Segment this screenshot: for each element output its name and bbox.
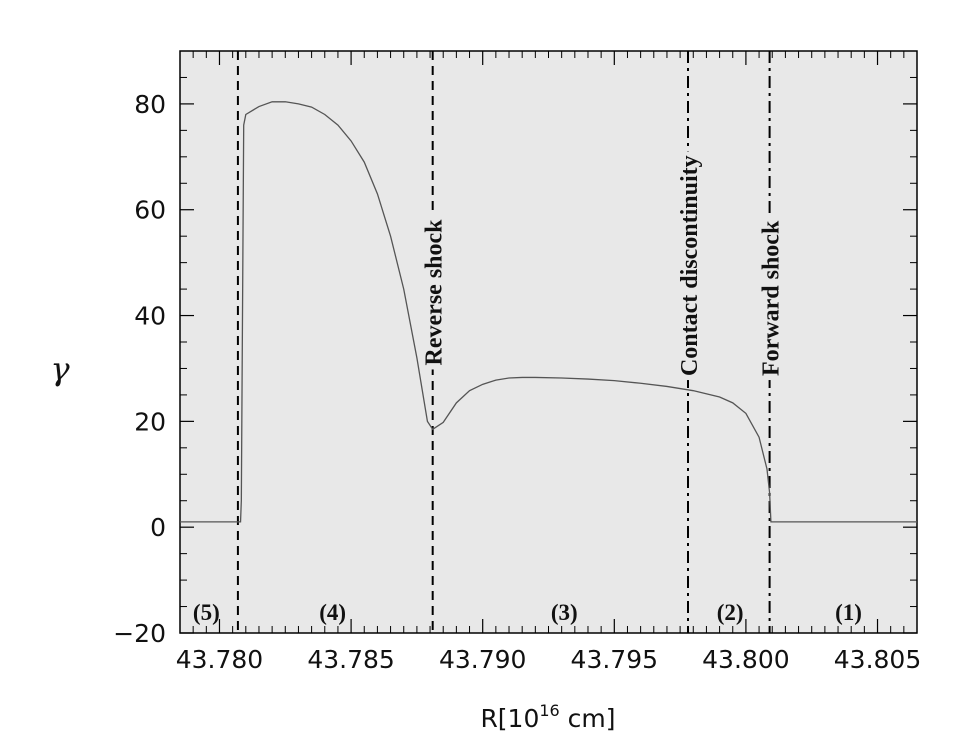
- x-tick-label-5: 43.805: [834, 645, 921, 674]
- y-axis-title: γ: [50, 350, 70, 388]
- y-tick-label-5: 80: [134, 90, 166, 119]
- region-labels: (5) (4) (3) (2) (1): [193, 600, 862, 625]
- x-tick-labels: 43.780 43.785 43.790 43.795 43.800 43.805: [176, 645, 922, 674]
- y-tick-labels: −20 0 20 40 60 80: [113, 90, 166, 648]
- annotation-2: Forward shock: [758, 216, 785, 381]
- annotation-0: Reverse shock: [421, 214, 448, 370]
- x-tick-label-4: 43.800: [702, 645, 789, 674]
- region-label-0: (5): [193, 600, 220, 625]
- gamma-curve: [180, 101, 917, 523]
- region-label-3: (2): [717, 600, 744, 625]
- annotation-bg-0: [421, 214, 448, 370]
- x-tick-label-0: 43.780: [176, 645, 263, 674]
- x-tick-label-1: 43.785: [307, 645, 394, 674]
- annotation-1: Contact discontinuity: [677, 151, 704, 381]
- annotation-bg-2: [758, 216, 785, 381]
- plot-background: [179, 50, 918, 634]
- y-tick-label-1: 0: [150, 513, 166, 542]
- y-tick-label-0: −20: [113, 619, 166, 648]
- x-axis-title: R[1016 cm]: [480, 701, 615, 733]
- region-label-4: (1): [835, 600, 862, 625]
- annotation-text-0: Reverse shock: [422, 219, 448, 366]
- region-label-1: (4): [319, 600, 346, 625]
- x-tick-label-2: 43.790: [439, 645, 526, 674]
- annotation-text-2: Forward shock: [759, 220, 785, 376]
- annotations: Reverse shock Contact discontinuity Forwar…: [421, 151, 785, 381]
- region-label-2: (3): [551, 600, 578, 625]
- x-tick-label-3: 43.795: [571, 645, 658, 674]
- tick-marks: [179, 50, 918, 634]
- y-tick-label-3: 40: [134, 302, 166, 331]
- annotation-bg-1: [677, 151, 704, 381]
- y-tick-label-2: 20: [134, 407, 166, 436]
- y-tick-label-4: 60: [134, 196, 166, 225]
- annotation-text-1: Contact discontinuity: [677, 155, 703, 376]
